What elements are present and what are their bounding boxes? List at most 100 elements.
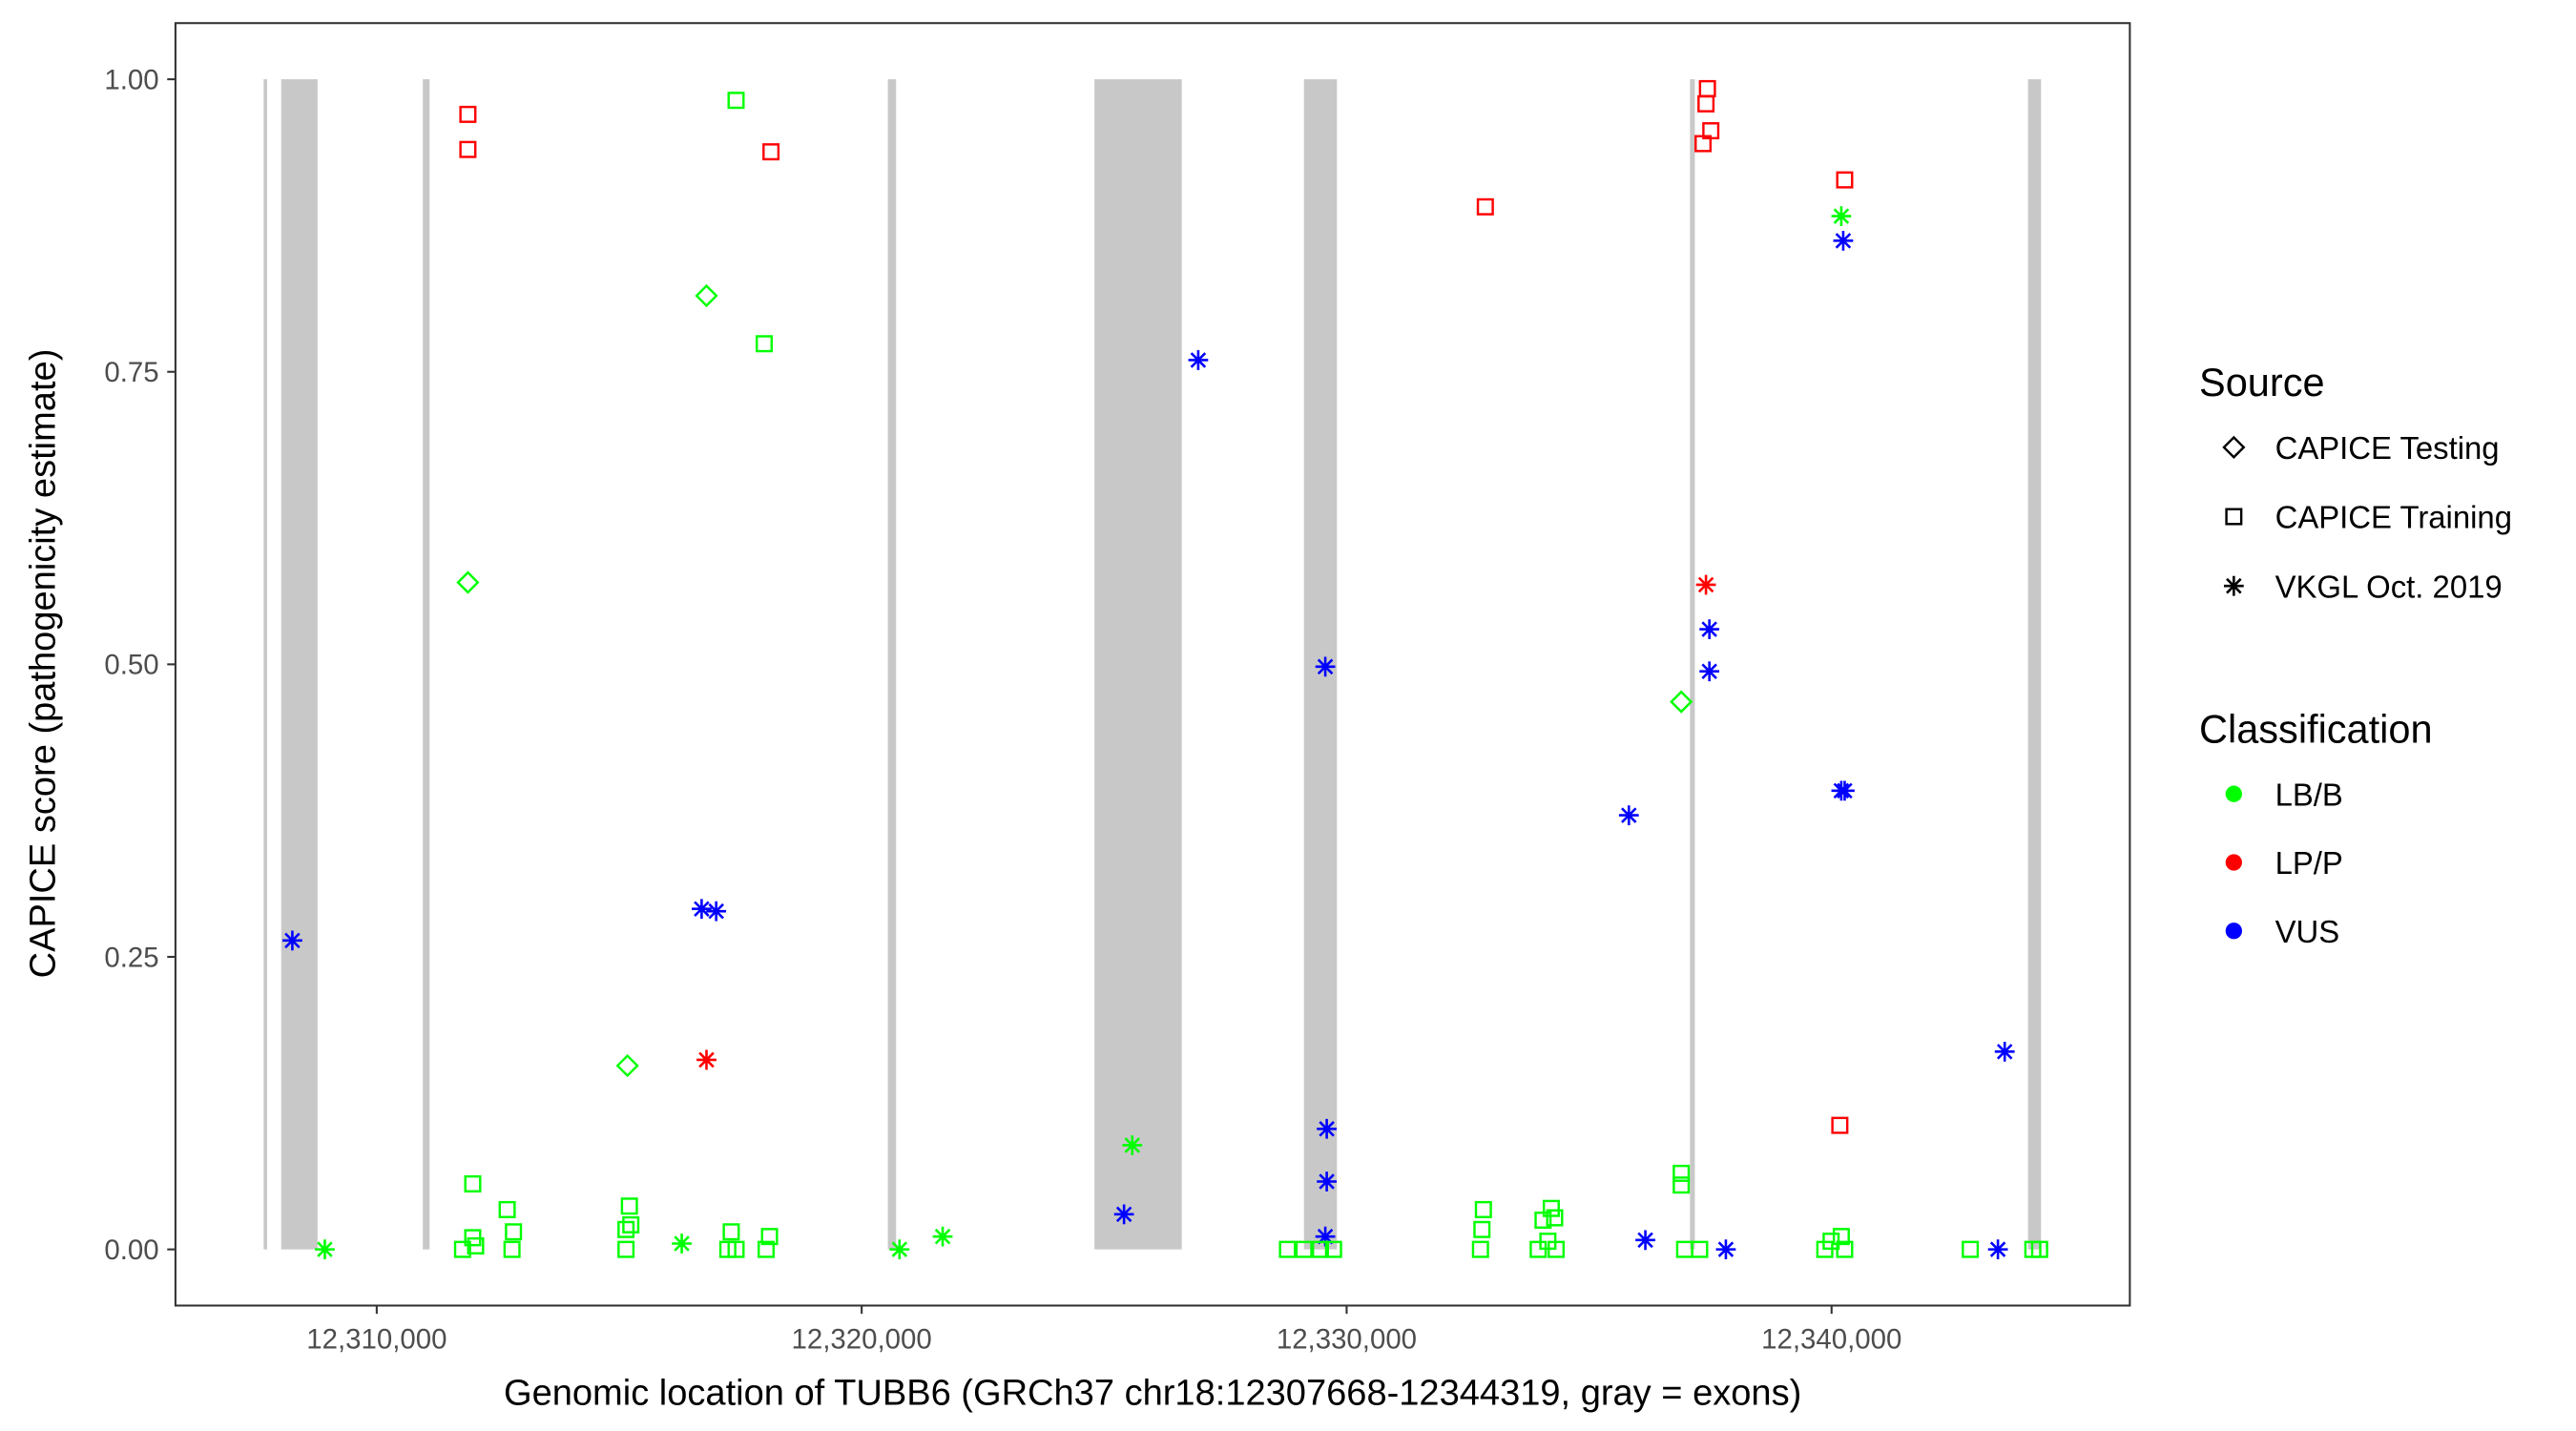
legend-color-dot-icon bbox=[2225, 854, 2242, 871]
data-point-star bbox=[706, 901, 727, 922]
data-point-square bbox=[1962, 1240, 1980, 1258]
exon-band bbox=[2027, 79, 2042, 1250]
exon-band bbox=[423, 79, 430, 1250]
data-point-square bbox=[1548, 1240, 1566, 1258]
data-point-square bbox=[1831, 1116, 1849, 1134]
x-axis-label: Genomic location of TUBB6 (GRCh37 chr18:… bbox=[504, 1373, 1801, 1413]
legend-diamond-icon bbox=[2222, 435, 2246, 459]
data-point-square bbox=[762, 143, 780, 161]
y-tick-label: 0.75 bbox=[104, 357, 158, 388]
data-point-square bbox=[727, 92, 745, 110]
data-point-square bbox=[1672, 1164, 1691, 1182]
x-tick-label: 12,320,000 bbox=[792, 1323, 932, 1355]
data-point-square bbox=[1295, 1240, 1313, 1258]
data-point-star bbox=[889, 1239, 910, 1260]
data-point-square bbox=[1697, 94, 1715, 113]
data-point-star bbox=[1833, 230, 1854, 251]
data-point-square bbox=[1278, 1240, 1297, 1258]
data-point-square bbox=[727, 1240, 745, 1258]
data-point-star bbox=[692, 899, 712, 920]
data-point-star bbox=[1994, 1041, 2015, 1062]
y-tick-label: 1.00 bbox=[104, 64, 158, 95]
exon-band bbox=[887, 79, 897, 1250]
y-tick-label: 0.25 bbox=[104, 942, 158, 973]
data-point-star bbox=[1835, 780, 1855, 801]
data-point-star bbox=[1987, 1239, 2008, 1260]
data-point-square bbox=[755, 335, 773, 353]
y-axis-label: CAPICE score (pathogenicity estimate) bbox=[24, 349, 64, 979]
data-point-square bbox=[1672, 1176, 1691, 1194]
data-point-square bbox=[498, 1200, 516, 1218]
y-axis: 0.00 0.25 0.50 0.75 1.00 bbox=[104, 64, 176, 1266]
data-point-star bbox=[1113, 1204, 1134, 1225]
data-point-star bbox=[1635, 1230, 1655, 1251]
data-point-star bbox=[1715, 1239, 1736, 1260]
data-point-star bbox=[1317, 1118, 1337, 1139]
data-point-star bbox=[282, 930, 302, 951]
legend-source-title: Source bbox=[2199, 360, 2325, 404]
data-point-star bbox=[1695, 574, 1716, 595]
legend: Source Classification CAPICE Testing CAPI… bbox=[2199, 360, 2512, 949]
data-point-square bbox=[1324, 1240, 1342, 1258]
legend-class-label: LP/P bbox=[2275, 845, 2343, 881]
data-point-square bbox=[1546, 1209, 1564, 1227]
data-point-star bbox=[1699, 619, 1720, 639]
data-point-star bbox=[1188, 350, 1209, 370]
y-tick-label: 0.00 bbox=[104, 1234, 158, 1266]
data-point-star bbox=[696, 1049, 717, 1070]
data-point-square bbox=[2030, 1240, 2048, 1258]
legend-class-label: LB/B bbox=[2275, 777, 2343, 812]
data-point-square bbox=[1312, 1240, 1329, 1258]
data-point-square bbox=[617, 1220, 635, 1238]
data-point-star bbox=[1315, 656, 1336, 677]
legend-source-label: CAPICE Testing bbox=[2275, 430, 2500, 466]
data-point-star bbox=[672, 1234, 692, 1254]
data-point-square bbox=[453, 1240, 471, 1258]
data-point-star bbox=[315, 1239, 335, 1260]
legend-color-dot-icon bbox=[2225, 923, 2242, 940]
data-point-diamond bbox=[695, 283, 718, 308]
data-point-square bbox=[722, 1223, 740, 1241]
legend-star-icon bbox=[2223, 575, 2244, 596]
data-point-square bbox=[503, 1240, 521, 1258]
legend-color-dot-icon bbox=[2225, 785, 2242, 802]
data-point-square bbox=[1694, 135, 1713, 153]
legend-class-label: VUS bbox=[2275, 914, 2340, 949]
data-point-square bbox=[467, 1236, 485, 1255]
legend-square-icon bbox=[2225, 508, 2243, 526]
legend-classification-title: Classification bbox=[2199, 707, 2433, 752]
exon-band bbox=[1690, 79, 1695, 1250]
data-point-square bbox=[1832, 1228, 1850, 1246]
data-point-diamond bbox=[456, 570, 480, 594]
x-axis: 12,310,000 12,320,000 12,330,000 12,340,000 bbox=[306, 1305, 1901, 1355]
data-point-star bbox=[932, 1226, 953, 1247]
data-point-square bbox=[1836, 171, 1854, 189]
exon-bands bbox=[263, 79, 2042, 1250]
legend-source-label: CAPICE Training bbox=[2275, 500, 2512, 535]
data-point-square bbox=[617, 1240, 635, 1258]
data-point-square bbox=[1691, 1240, 1709, 1258]
data-point-star bbox=[1315, 1226, 1336, 1247]
data-point-square bbox=[758, 1240, 776, 1258]
exon-band bbox=[1094, 79, 1182, 1250]
data-point-square bbox=[1474, 1200, 1492, 1218]
data-point-square bbox=[459, 140, 477, 158]
data-point-square bbox=[459, 105, 477, 123]
x-tick-label: 12,330,000 bbox=[1277, 1323, 1417, 1355]
exon-band bbox=[263, 79, 267, 1250]
y-tick-label: 0.50 bbox=[104, 650, 158, 681]
data-point-star bbox=[1699, 661, 1720, 682]
data-point-square bbox=[464, 1174, 482, 1192]
data-point-square bbox=[622, 1215, 640, 1234]
data-point-star bbox=[1831, 206, 1852, 226]
data-point-square bbox=[620, 1197, 638, 1215]
legend-source-label: VKGL Oct. 2019 bbox=[2275, 569, 2503, 604]
data-point-square bbox=[1471, 1240, 1489, 1258]
data-point-square bbox=[505, 1223, 523, 1241]
data-point-square bbox=[1473, 1220, 1491, 1238]
data-points bbox=[282, 79, 2048, 1260]
data-point-square bbox=[1534, 1211, 1552, 1229]
data-point-square bbox=[760, 1228, 779, 1246]
